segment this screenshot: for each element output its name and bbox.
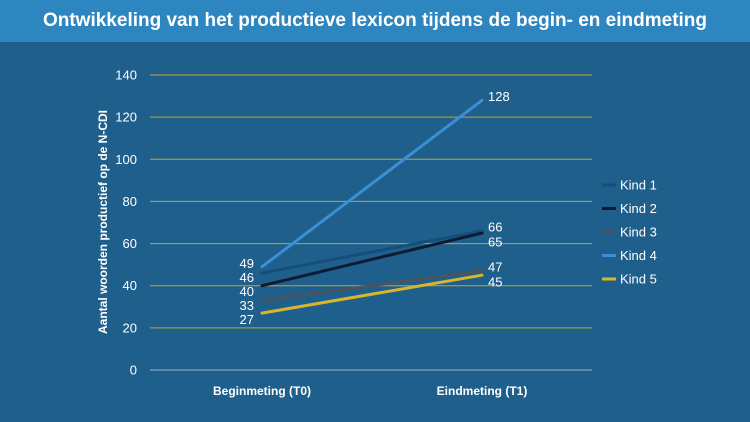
data-label-end: 128 [488, 89, 510, 104]
legend-label: Kind 2 [620, 201, 657, 216]
data-label-start: 46 [240, 270, 254, 285]
y-tick-label: 60 [123, 236, 137, 251]
x-tick-label: Eindmeting (T1) [437, 384, 528, 398]
title-bar: Ontwikkeling van het productieve lexicon… [0, 0, 750, 42]
series-line-kind-5 [260, 273, 484, 315]
y-tick-label: 100 [115, 152, 137, 167]
data-label-end: 66 [488, 219, 502, 234]
data-label-start: 33 [240, 298, 254, 313]
series-line-kind-2 [260, 231, 484, 288]
y-axis-label: Aantal woorden productief op de N-CDI [96, 110, 110, 334]
x-tick-labels: Beginmeting (T0) Eindmeting (T1) [213, 384, 527, 398]
legend-label: Kind 4 [620, 248, 657, 263]
y-tick-label: 20 [123, 320, 137, 335]
series-line-kind-1 [260, 229, 484, 275]
legend-label: Kind 3 [620, 225, 657, 240]
legend-label: Kind 1 [620, 178, 657, 193]
data-label-start: 27 [240, 312, 254, 327]
series-line-kind-3 [260, 269, 484, 302]
x-tick-label: Beginmeting (T0) [213, 384, 311, 398]
y-tick-label: 40 [123, 278, 137, 293]
y-tick-label: 140 [115, 68, 137, 83]
data-label-end: 45 [488, 274, 502, 289]
legend: Kind 1 Kind 2 Kind 3 Kind 4 Kind 5 [602, 178, 657, 287]
y-tick-label: 80 [123, 194, 137, 209]
data-label-start: 40 [240, 284, 254, 299]
legend-label: Kind 5 [620, 272, 657, 287]
series-lines [260, 98, 484, 315]
chart-title: Ontwikkeling van het productieve lexicon… [42, 10, 708, 31]
series-line-kind-4 [260, 98, 484, 269]
data-label-start: 49 [240, 256, 254, 271]
data-label-end: 47 [488, 259, 502, 274]
y-tick-label: 120 [115, 110, 137, 125]
y-tick-labels: 0 20 40 60 80 100 120 140 [115, 68, 137, 378]
grid-layer [150, 74, 592, 371]
y-tick-label: 0 [130, 363, 137, 378]
data-label-end: 65 [488, 234, 502, 249]
